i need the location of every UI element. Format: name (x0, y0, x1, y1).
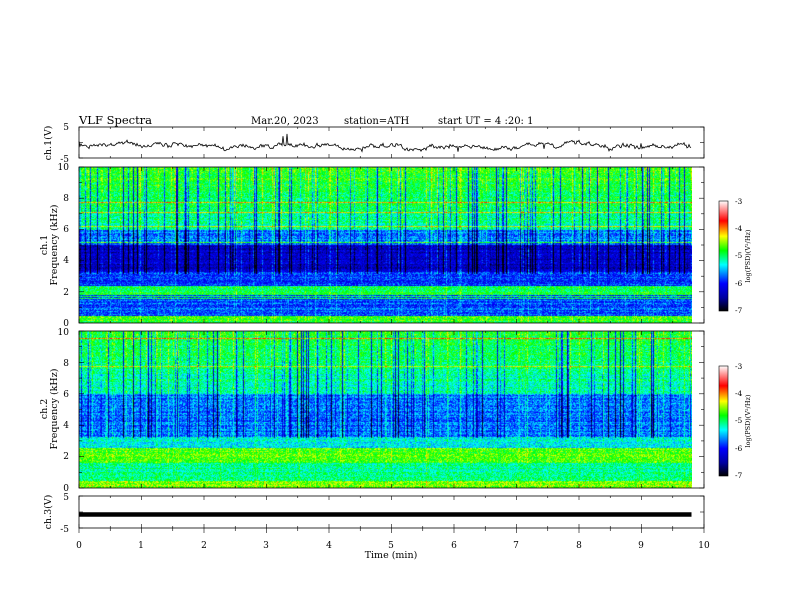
ch1-spec-y-tick-label: 8 (63, 194, 69, 204)
ch2-colorbar-tick: -4 (735, 389, 743, 398)
x-tick-label-3: 3 (263, 541, 269, 551)
x-axis-label: Time (min) (365, 550, 418, 561)
ch1-spec-y-tick-label: 2 (63, 288, 69, 298)
ch2-colorbar-tick: -5 (735, 416, 743, 425)
ch2-spectrogram-image (79, 331, 692, 488)
x-tick-label-2: 2 (201, 541, 207, 551)
ch2-colorbar-tick: -7 (735, 471, 743, 480)
ch1-colorbar-gradient (718, 200, 729, 312)
ch1-spec-y-tick-label: 0 (63, 319, 69, 329)
x-axis-tick-labels: 0 1 2 3 4 5 6 7 8 9 10 (76, 541, 710, 551)
ch1-spec-y-tick-label: 6 (63, 225, 69, 235)
ch2-spec-y-tick-label: 4 (63, 421, 69, 431)
ch3-y-tick-label-bottom: -5 (60, 525, 69, 535)
ch3-waveform-ylabel: ch.3(V) (43, 495, 54, 530)
ch2-colorbar: -3 -4 -5 -6 -7 log(PSD)(V²/Hz) (718, 362, 752, 480)
date-label: Mar.20, 2023 (251, 116, 319, 127)
ch2-spectrogram-ylabel-frequency: Frequency (kHz) (49, 369, 60, 450)
station-label: station=ATH (344, 116, 410, 127)
ch1-spectrogram-image (79, 167, 692, 323)
x-tick-label-1: 1 (138, 541, 144, 551)
ch1-spec-y-tick-label: 10 (58, 163, 70, 173)
x-tick-label-8: 8 (576, 541, 582, 551)
ch2-spec-y-tick-label: 10 (58, 328, 70, 338)
ch1-spectrogram-ylabel-frequency: Frequency (kHz) (49, 205, 60, 286)
x-tick-label-5: 5 (388, 541, 394, 551)
start-time-label: start UT = 4 :20: 1 (438, 116, 533, 127)
ch1-colorbar: -3 -4 -5 -6 -7 log(PSD)(V²/Hz) (718, 197, 752, 315)
figure-title: VLF Spectra (78, 113, 152, 127)
ch1-colorbar-tick: -3 (735, 197, 743, 206)
x-tick-label-6: 6 (451, 541, 457, 551)
x-tick-label-4: 4 (326, 541, 332, 551)
ch2-colorbar-tick: -3 (735, 362, 743, 371)
ch3-waveform-frame (78, 495, 705, 529)
ch2-spectrogram-ylabel-channel: ch.2 (39, 399, 50, 420)
ch1-spectrogram-ylabel-channel: ch.1 (39, 235, 50, 256)
ch2-spec-y-tick-label: 2 (63, 452, 69, 462)
ch1-waveform-ylabel: ch.1(V) (43, 126, 54, 161)
x-tick-label-9: 9 (638, 541, 644, 551)
ch1-y-tick-label-top: 5 (63, 123, 69, 133)
x-tick-label-7: 7 (513, 541, 519, 551)
ch2-colorbar-label: log(PSD)(V²/Hz) (744, 394, 752, 447)
ch1-colorbar-tick: -7 (735, 306, 743, 315)
ch2-spec-y-tick-label: 6 (63, 390, 69, 400)
ch2-colorbar-tick: -6 (735, 444, 743, 453)
ch1-colorbar-label: log(PSD)(V²/Hz) (744, 229, 752, 282)
ch2-spec-y-tick-label: 8 (63, 359, 69, 369)
ch1-y-tick-label-bottom: -5 (60, 155, 69, 165)
ch1-colorbar-tick: -6 (735, 279, 743, 288)
x-tick-label-0: 0 (76, 541, 82, 551)
x-tick-label-10: 10 (698, 541, 710, 551)
ch1-waveform-frame (78, 126, 705, 159)
ch1-spec-y-tick-label: 4 (63, 256, 69, 266)
ch3-y-tick-label-top: 5 (63, 493, 69, 503)
ch2-spec-y-tick-label: 0 (63, 484, 69, 494)
ch1-waveform-line (78, 133, 692, 153)
ch2-colorbar-gradient (718, 365, 729, 477)
ch1-colorbar-tick: -5 (735, 251, 743, 260)
ch1-colorbar-tick: -4 (735, 224, 743, 233)
